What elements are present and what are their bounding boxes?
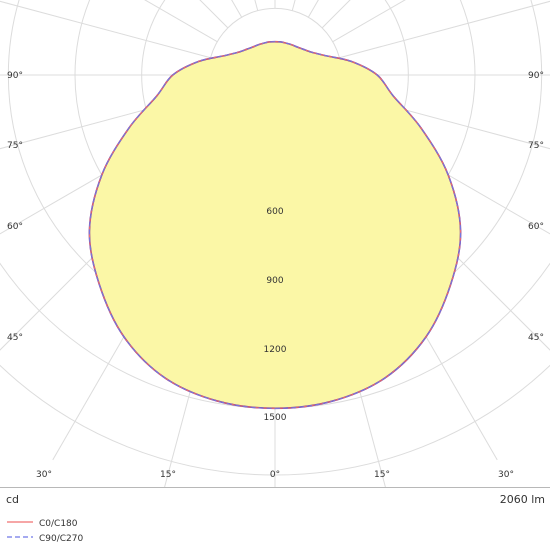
angle-label-left: 60° [7,222,23,232]
angle-label-left: 90° [7,71,23,81]
grid-spoke-105-left [0,0,211,59]
luminous-flux-label: 2060 lm [500,493,545,506]
angle-label-left: 45° [7,333,23,343]
angle-label-bottom: 30° [498,470,514,480]
grid-spoke-120-right [332,0,406,43]
grid-spoke-105-right [339,0,550,59]
grid-spoke-150-left [231,0,243,18]
intensity-fill-area [89,41,461,409]
angle-label-right: 90° [528,71,544,81]
radial-tick-label: 600 [266,207,283,217]
series-curve-c90-c270 [88,41,462,409]
radial-tick-label: 900 [266,276,283,286]
chart-labels: 600 900 1200 1500 90° 90° 75° 75° 60° 60° 45° 45° 30… [7,71,544,480]
intensity-curves [88,40,462,410]
angle-label-right: 75° [528,141,544,151]
angle-label-bottom: 15° [160,470,176,480]
grid-spoke-135-right [321,0,351,29]
angle-label-bottom: 30° [36,470,52,480]
angle-label-right: 45° [528,333,544,343]
legend-label-c0-c180: C0/C180 [39,519,78,529]
angle-label-bottom: 15° [374,470,390,480]
radial-tick-label: 1500 [264,413,287,423]
legend-label-c90-c270: C90/C270 [39,534,84,544]
radial-tick-label: 1200 [264,345,287,355]
angle-label-right: 60° [528,222,544,232]
legend: C0/C180 C90/C270 [7,519,84,544]
unit-label: cd [6,493,19,506]
angle-label-bottom: 0° [270,470,280,480]
grid-spoke-120-left [144,0,218,43]
angle-label-left: 75° [7,141,23,151]
grid-spoke-150-right [307,0,319,18]
grid-spoke-135-left [199,0,229,29]
